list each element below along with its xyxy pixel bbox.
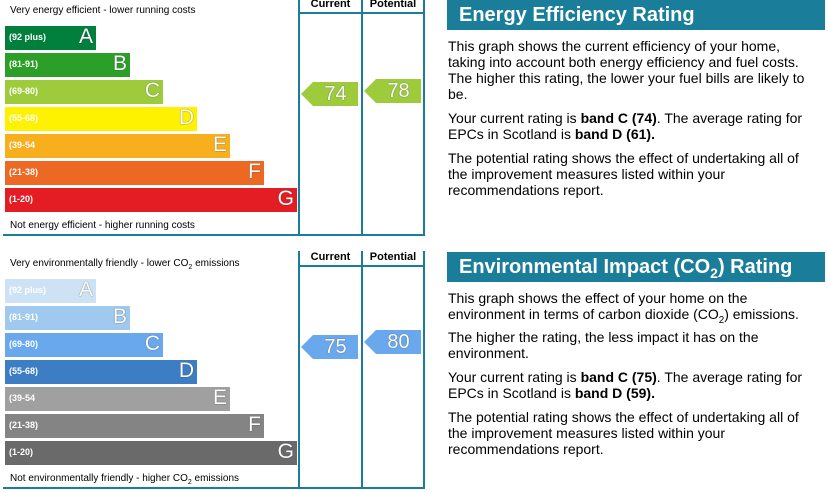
band-letter: D bbox=[178, 359, 194, 382]
band-range-label: (39-54 bbox=[9, 140, 36, 150]
potential-column-header: Potential bbox=[369, 251, 417, 263]
band-bar-d: (55-68) D bbox=[5, 359, 197, 384]
env-info-title: Environmental Impact (CO2) Rating bbox=[447, 252, 825, 282]
current-rating-arrow: 75 bbox=[301, 335, 358, 359]
band-bar-b: (81-91) B bbox=[5, 305, 130, 330]
band-range-label: (1-20) bbox=[9, 194, 34, 204]
band-letter: B bbox=[112, 305, 127, 328]
band-bar-c: (69-80) C bbox=[5, 79, 163, 104]
band-letter: B bbox=[112, 52, 127, 75]
potential-column-header: Potential bbox=[369, 0, 417, 10]
env-info-para-2: Your current rating is band C (75). The … bbox=[448, 368, 803, 401]
band-bar-a: (92 plus) A bbox=[5, 278, 96, 303]
energy-info-para-2: Your current rating is band C (74). The … bbox=[448, 110, 803, 142]
current-rating-arrow-shape bbox=[301, 335, 358, 359]
band-range-label: (21-38) bbox=[9, 420, 39, 430]
potential-rating-arrow-value: 80 bbox=[387, 331, 410, 353]
band-letter: A bbox=[78, 25, 93, 48]
band-letter: C bbox=[144, 332, 160, 355]
env-info-para-1: This graph shows the effect of your home… bbox=[448, 290, 799, 361]
band-bar-b: (81-91) B bbox=[5, 52, 130, 77]
band-bar-d: (55-68) D bbox=[5, 106, 197, 131]
band-bar-a: (92 plus) A bbox=[5, 25, 96, 50]
current-rating-arrow-value: 75 bbox=[324, 336, 347, 358]
band-range-label: (55-68) bbox=[9, 113, 39, 123]
band-bar-f: (21-38) F bbox=[5, 160, 264, 185]
band-letter: F bbox=[248, 413, 261, 436]
potential-rating-arrow-shape bbox=[364, 330, 421, 354]
band-letter: G bbox=[277, 187, 294, 210]
env-info-para-3: The potential rating shows the effect of… bbox=[448, 408, 799, 457]
current-column-header: Current bbox=[310, 0, 351, 10]
potential-rating-arrow: 80 bbox=[364, 330, 421, 354]
band-bar-g: (1-20) G bbox=[5, 440, 297, 465]
band-letter: G bbox=[277, 440, 294, 463]
potential-rating-arrow: 78 bbox=[364, 79, 421, 103]
band-range-label: (1-20) bbox=[9, 447, 34, 457]
env-info-panel: Environmental Impact (CO2) Rating This g… bbox=[447, 252, 825, 465]
band-letter: D bbox=[178, 106, 194, 129]
chart-bottom-label: Not environmentally friendly - higher CO… bbox=[10, 473, 240, 486]
band-range-label: (21-38) bbox=[9, 167, 39, 177]
chart-top-label: Very environmentally friendly - lower CO… bbox=[10, 258, 240, 271]
energy-info-panel: Energy Efficiency Rating This graph show… bbox=[447, 0, 825, 206]
band-bar-f: (21-38) F bbox=[5, 413, 264, 438]
band-bar-e: (39-54 E bbox=[5, 133, 230, 158]
band-range-label: (39-54 bbox=[9, 393, 36, 403]
energy-info-para-3: The potential rating shows the effect of… bbox=[448, 150, 799, 198]
current-rating-arrow-value: 74 bbox=[324, 83, 347, 105]
band-range-label: (69-80) bbox=[9, 339, 39, 349]
band-range-label: (55-68) bbox=[9, 366, 39, 376]
band-bar-g: (1-20) G bbox=[5, 187, 297, 212]
band-letter: A bbox=[78, 278, 93, 301]
current-rating-arrow: 74 bbox=[301, 82, 358, 106]
energy-efficiency-chart: Current Potential Very energy efficient … bbox=[3, 0, 425, 236]
band-range-label: (92 plus) bbox=[9, 285, 47, 295]
current-rating-arrow-shape bbox=[301, 82, 358, 106]
chart-bottom-label: Not energy efficient - higher running co… bbox=[10, 220, 195, 231]
band-bar-e: (39-54 E bbox=[5, 386, 230, 411]
energy-info-title: Energy Efficiency Rating bbox=[447, 0, 825, 30]
current-column-header: Current bbox=[310, 251, 351, 263]
chart-top-label: Very energy efficient - lower running co… bbox=[10, 5, 196, 16]
band-letter: F bbox=[248, 160, 261, 183]
potential-rating-arrow-value: 78 bbox=[387, 80, 410, 102]
band-range-label: (81-91) bbox=[9, 312, 39, 322]
band-bar-c: (69-80) C bbox=[5, 332, 163, 357]
environmental-impact-chart: Current Potential Very environmentally f… bbox=[3, 251, 425, 489]
band-letter: E bbox=[212, 386, 227, 409]
band-range-label: (81-91) bbox=[9, 59, 39, 69]
band-letter: E bbox=[212, 133, 227, 156]
band-range-label: (69-80) bbox=[9, 86, 39, 96]
potential-rating-arrow-shape bbox=[364, 79, 421, 103]
energy-info-para-1: This graph shows the current efficiency … bbox=[448, 38, 805, 102]
band-letter: C bbox=[144, 79, 160, 102]
band-range-label: (92 plus) bbox=[9, 32, 47, 42]
